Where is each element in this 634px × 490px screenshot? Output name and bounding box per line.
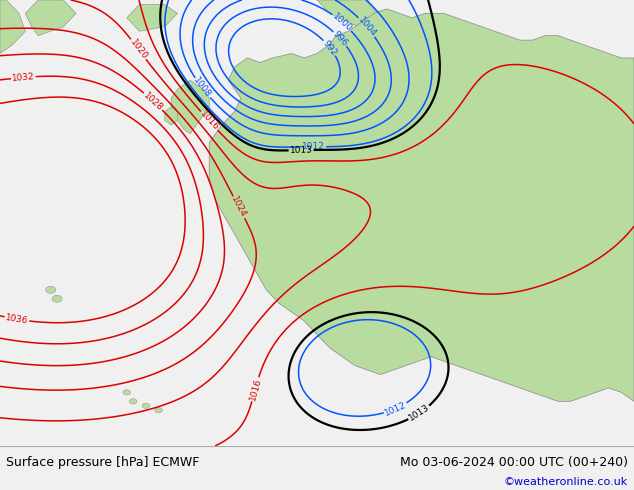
Polygon shape [0,0,25,53]
Text: 1000: 1000 [330,11,354,33]
Text: 1024: 1024 [230,195,248,220]
Polygon shape [171,80,209,134]
Text: 1013: 1013 [407,403,431,423]
Polygon shape [165,107,178,125]
Text: 996: 996 [331,29,349,48]
Polygon shape [127,4,178,31]
Text: 1032: 1032 [11,72,35,83]
Circle shape [123,390,131,395]
Text: Surface pressure [hPa] ECMWF: Surface pressure [hPa] ECMWF [6,456,200,469]
Text: ©weatheronline.co.uk: ©weatheronline.co.uk [503,477,628,487]
Polygon shape [25,0,76,36]
Text: 992: 992 [321,38,339,57]
Text: 1016: 1016 [248,377,262,401]
Text: 1004: 1004 [356,15,378,39]
Text: 1036: 1036 [5,313,29,325]
Text: 1020: 1020 [128,37,149,61]
Circle shape [129,399,137,404]
Text: 1016: 1016 [198,109,220,132]
Polygon shape [209,9,634,401]
Circle shape [46,286,56,294]
Polygon shape [317,0,380,31]
Text: 1012: 1012 [302,142,325,151]
Text: 1013: 1013 [290,146,313,155]
Circle shape [155,408,162,413]
Text: 1008: 1008 [191,76,213,100]
Text: Mo 03-06-2024 00:00 UTC (00+240): Mo 03-06-2024 00:00 UTC (00+240) [399,456,628,469]
Circle shape [142,403,150,409]
Circle shape [52,295,62,302]
Text: 1028: 1028 [141,90,165,113]
Text: 1012: 1012 [384,400,408,417]
